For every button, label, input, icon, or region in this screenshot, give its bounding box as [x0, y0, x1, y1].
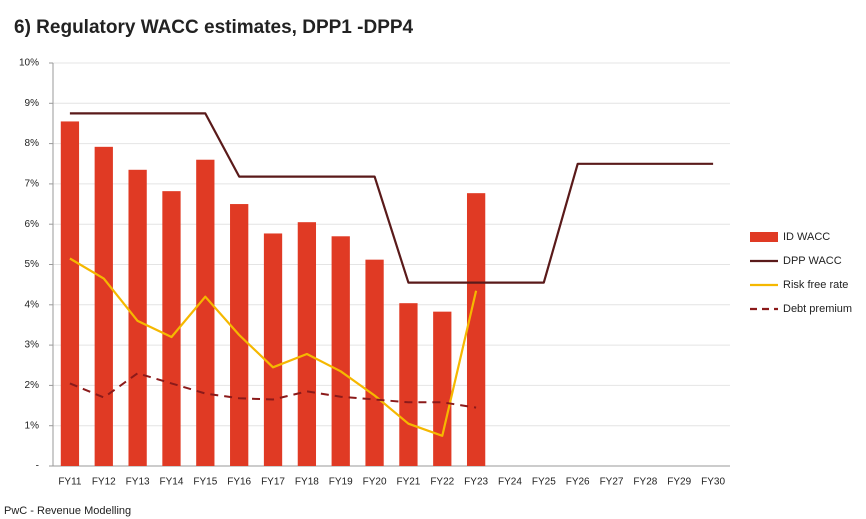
x-tick-label: FY26 — [566, 477, 590, 488]
y-tick-label: 2% — [25, 380, 40, 391]
bar — [331, 236, 350, 466]
x-tick-label: FY15 — [193, 477, 217, 488]
y-tick-label: 10% — [19, 58, 39, 69]
x-tick-label: FY30 — [701, 477, 725, 488]
y-tick-label: 3% — [25, 340, 40, 351]
x-tick-label: FY24 — [498, 477, 522, 488]
x-tick-label: FY16 — [227, 477, 251, 488]
y-tick-label: 5% — [25, 259, 40, 270]
x-tick-label: FY25 — [532, 477, 556, 488]
x-tick-label: FY23 — [464, 477, 488, 488]
bar — [128, 169, 147, 467]
bar — [94, 146, 113, 466]
footnote: PwC - Revenue Modelling — [4, 505, 131, 517]
x-tick-label: FY17 — [261, 477, 285, 488]
legend-label: Risk free rate — [783, 279, 848, 291]
line — [69, 112, 714, 284]
bar — [263, 233, 283, 466]
x-tick-label: FY19 — [329, 477, 353, 488]
legend-label: Debt premium — [783, 303, 852, 315]
bar — [433, 311, 452, 466]
y-tick-label: 4% — [25, 299, 40, 310]
legend-swatch — [750, 232, 778, 242]
y-tick-label: 1% — [25, 420, 40, 431]
x-tick-label: FY18 — [295, 477, 319, 488]
bar — [365, 259, 384, 466]
y-tick-label: 9% — [25, 98, 40, 109]
x-tick-label: FY13 — [126, 477, 150, 488]
x-tick-label: FY27 — [600, 477, 624, 488]
x-tick-label: FY28 — [633, 477, 657, 488]
x-tick-label: FY22 — [430, 477, 454, 488]
bar — [297, 222, 317, 466]
bar — [196, 159, 215, 466]
line — [69, 372, 477, 409]
legend-label: ID WACC — [783, 231, 830, 243]
bar — [399, 303, 418, 466]
bar — [162, 191, 181, 467]
legend-label: DPP WACC — [783, 255, 842, 267]
x-tick-label: FY14 — [160, 477, 184, 488]
bar — [466, 193, 486, 466]
x-tick-label: FY21 — [396, 477, 420, 488]
y-tick-label: 8% — [25, 138, 40, 149]
x-tick-label: FY12 — [92, 477, 116, 488]
y-tick-label: 7% — [25, 179, 40, 190]
x-tick-label: FY29 — [667, 477, 691, 488]
chart-title: 6) Regulatory WACC estimates, DPP1 -DPP4 — [14, 17, 414, 38]
line — [69, 257, 478, 437]
y-tick-label: 6% — [25, 219, 40, 230]
bar — [60, 121, 80, 466]
x-tick-label: FY20 — [363, 477, 387, 488]
y-tick-label: - — [36, 461, 39, 472]
x-tick-label: FY11 — [58, 477, 82, 488]
